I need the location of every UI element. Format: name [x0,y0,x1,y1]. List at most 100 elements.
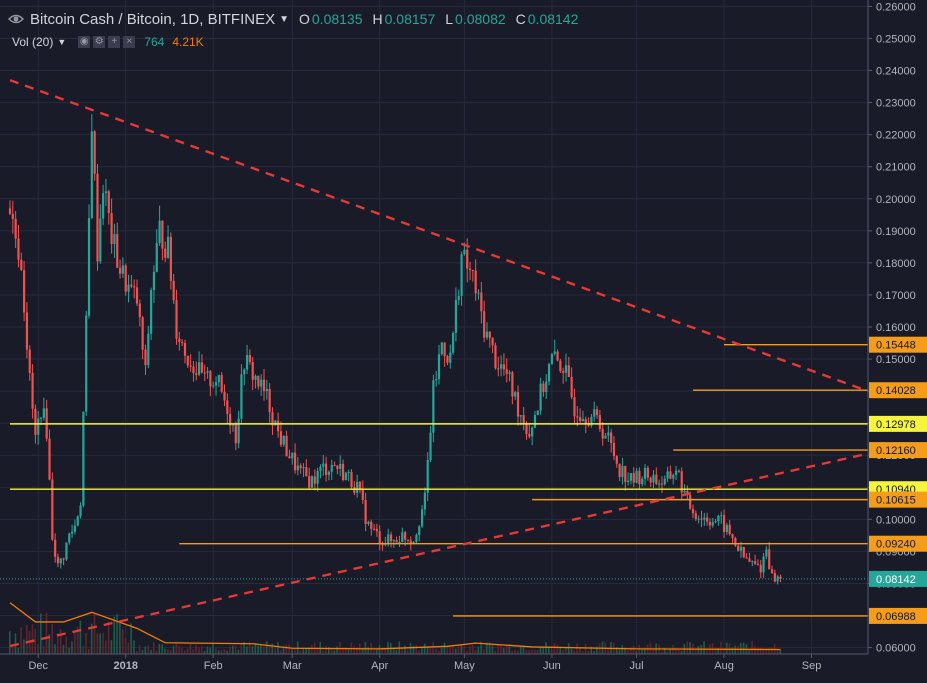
dropdown-icon[interactable]: ▼ [279,13,289,25]
volume-bar [725,642,728,654]
candle-body [279,431,283,445]
volume-bar [771,647,773,654]
candle-body [152,271,156,291]
volume-bar [618,649,621,654]
candle-body [626,480,630,482]
candle-body [358,481,362,489]
candle-body [471,269,474,271]
candle-body [547,364,551,382]
volume-bar [711,643,714,654]
volume-bar [652,649,655,654]
candle-body [398,541,401,543]
candle-body [463,249,466,255]
candle-body [516,392,520,417]
candle-body [694,513,697,519]
volume-bar [56,633,59,654]
volume-bar [660,650,663,654]
volume-bar [203,650,206,654]
volume-bar [73,632,76,654]
volume-bar [522,645,525,654]
candle-body [598,415,601,429]
volume-dropdown-icon[interactable]: ▼ [57,37,67,47]
candle-body [522,415,525,424]
candle-body [37,418,40,435]
candle-body [485,331,489,338]
volume-bar [344,647,347,654]
candle-body [59,558,62,564]
volume-bar [104,640,107,654]
candle-body [372,528,376,530]
volume-bar [511,650,513,654]
volume-bar [525,650,528,654]
candle-body [387,534,390,544]
volume-bar [141,650,144,654]
eye-icon[interactable]: ◉ [78,36,91,48]
volume-bar [110,640,113,654]
volume-bar [449,646,451,654]
candle-body [689,495,692,509]
candle-body [102,193,105,219]
volume-bar [181,648,183,654]
candle-body [494,345,497,369]
volume-bar [680,650,683,654]
candle-body [773,572,776,582]
settings-icon[interactable]: ⚙ [93,36,106,48]
volume-bar [392,648,395,654]
candle-body [282,435,285,445]
candle-body [277,420,280,432]
close-icon[interactable]: × [123,36,136,48]
candle-body [440,342,443,355]
volume-bar [384,647,386,654]
candle-body [649,477,652,483]
price-label-text: 0.12160 [876,445,916,457]
volume-bar [183,650,186,654]
volume-bar [474,650,477,654]
price-tick-label: 0.26000 [876,1,916,13]
eye-icon[interactable] [8,11,24,27]
candle-body [480,292,483,312]
candle-body [570,376,573,398]
volume-bar [127,642,130,654]
candle-body [739,546,743,551]
volume-bar [294,647,296,654]
volume-bar [243,641,245,654]
candle-body [562,370,565,373]
candle-body [31,372,34,409]
time-tick-label: May [454,660,475,672]
time-tick-label: 2018 [113,660,137,672]
volume-bar [565,646,567,654]
candle-body [725,524,728,532]
volume-bar [254,643,257,654]
candle-body [615,456,618,464]
volume-bar [519,646,522,654]
volume-bar [119,621,121,654]
volume-bar [212,643,214,654]
volume-bar [251,646,254,654]
candle-body [533,414,537,428]
price-tick-label: 0.10000 [876,514,916,526]
candle-body [293,452,297,471]
candle-body [658,483,661,485]
volume-bar [85,632,87,654]
price-label-box [869,382,927,399]
candle-body [347,471,350,473]
volume-bar [189,643,192,654]
candle-body [237,418,240,444]
volume-label[interactable]: Vol (20) [12,35,54,49]
volume-bar [663,648,666,654]
symbol-title[interactable]: Bitcoin Cash / Bitcoin, 1D, BITFINEX [30,10,276,28]
candle-body [429,432,432,460]
candle-body [302,467,305,469]
volume-bar [528,650,530,654]
add-icon[interactable]: + [108,36,121,48]
volume-bar [164,648,166,654]
volume-bar [76,626,79,654]
volume-bar [768,648,770,654]
price-tick-label: 0.22000 [876,130,916,142]
candle-body [245,355,249,370]
candle-body [567,365,570,377]
candle-body [375,528,379,532]
candle-body [116,234,119,268]
